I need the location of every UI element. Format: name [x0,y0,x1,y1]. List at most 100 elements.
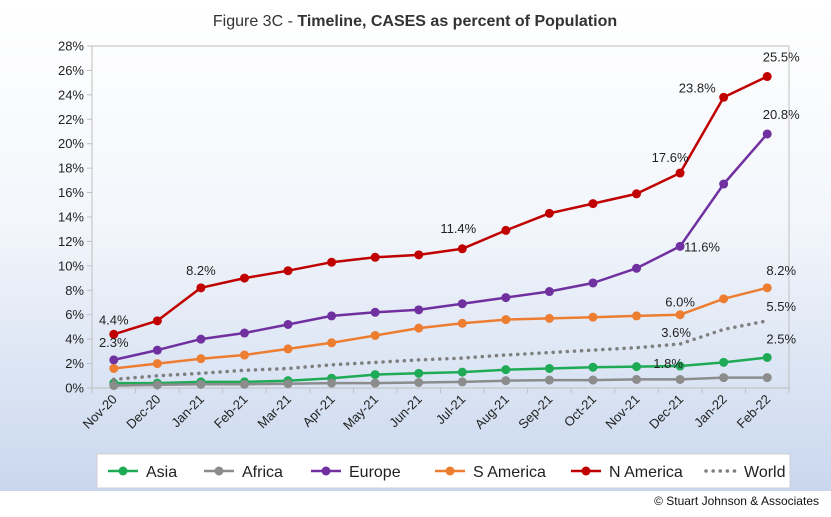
x-tick-label: Mar-21 [254,392,294,432]
data-point-asia [457,367,467,377]
line-chart: Figure 3C - Timeline, CASES as percent o… [58,13,800,489]
data-point-europe [632,263,642,273]
data-point-s-america [501,315,511,325]
data-point-n-america [501,225,511,235]
data-point-africa [675,374,685,384]
data-point-s-america [675,310,685,320]
data-point-europe [501,293,511,303]
data-point-s-america [588,312,598,322]
series-line-world [112,319,769,382]
data-point-asia [719,357,729,367]
x-tick-label: Nov-21 [602,392,642,432]
data-point-africa [632,374,642,384]
data-point-s-america [370,330,380,340]
data-point-s-america [632,311,642,321]
data-point-s-america [109,363,119,373]
data-point-europe [327,311,337,321]
x-tick-label: Apr-21 [300,392,338,430]
data-label: 3.6% [661,325,691,340]
legend-label-world: World [744,464,786,481]
y-tick-label: 28% [58,39,84,54]
data-point-n-america [457,244,467,254]
data-point-europe [196,334,206,344]
data-point-n-america [370,252,380,262]
data-point-s-america [719,294,729,304]
chart-title: Figure 3C - Timeline, CASES as percent o… [213,13,617,30]
data-point-africa [762,373,772,383]
y-tick-label: 6% [65,307,84,322]
data-point-n-america [283,266,293,276]
data-label: 2.5% [766,331,796,346]
data-point-europe [370,307,380,317]
legend-label-africa: Africa [242,464,283,481]
data-point-s-america [152,359,162,369]
data-point-asia [370,370,380,380]
chart-card: Figure 3C - Timeline, CASES as percent o… [0,0,831,491]
data-point-africa [544,375,554,385]
data-point-africa [457,377,467,387]
data-point-n-america [152,316,162,326]
y-tick-label: 0% [65,381,84,396]
data-point-africa [283,379,293,389]
x-tick-label: Nov-20 [80,392,120,432]
data-point-s-america [544,313,554,323]
data-point-europe [762,129,772,139]
data-point-africa [414,378,424,388]
data-point-s-america [327,338,337,348]
data-point-s-america [414,323,424,333]
legend-marker-europe [321,466,331,476]
data-point-n-america [588,199,598,209]
data-point-s-america [239,350,249,360]
copyright-footer: © Stuart Johnson & Associates [654,494,819,508]
data-point-europe [414,305,424,315]
data-point-n-america [719,92,729,102]
x-tick-label: Dec-20 [123,392,163,432]
x-tick-label: May-21 [340,392,381,433]
data-point-asia [632,362,642,372]
data-point-europe [544,287,554,297]
data-point-asia [501,365,511,375]
data-point-africa [719,373,729,383]
data-point-n-america [196,283,206,293]
x-tick-label: Oct-21 [561,392,599,430]
x-tick-label: Aug-21 [472,392,512,432]
data-point-africa [588,375,598,385]
data-label: 25.5% [763,50,800,65]
data-point-n-america [239,273,249,283]
data-label: 20.8% [763,107,800,122]
series-line-n-america [113,75,768,336]
series-line-africa [113,376,768,387]
data-point-n-america [327,257,337,267]
data-point-asia [544,363,554,373]
legend-marker-asia [118,466,128,476]
data-point-n-america [632,189,642,199]
data-label: 8.2% [766,263,796,278]
data-label: 8.2% [186,263,216,278]
legend-label-asia: Asia [146,464,177,481]
data-point-asia [762,352,772,362]
series-line-asia [113,356,768,385]
data-point-n-america [675,168,685,178]
legend-label-europe: Europe [349,464,401,481]
x-tick-label: Sep-21 [515,392,555,432]
y-tick-label: 20% [58,136,84,151]
y-tick-label: 16% [58,185,84,200]
data-point-europe [588,278,598,288]
y-tick-label: 24% [58,87,84,102]
legend-label-n-america: N America [609,464,683,481]
x-tick-label: Feb-21 [211,392,251,432]
legend-marker-s-america [445,466,455,476]
data-point-africa [501,376,511,386]
data-point-africa [327,378,337,388]
series-line-europe [113,133,769,362]
y-tick-label: 22% [58,112,84,127]
y-tick-label: 14% [58,210,84,225]
data-label: 17.6% [652,150,689,165]
data-point-n-america [109,329,119,339]
y-tick-label: 10% [58,258,84,273]
x-tick-label: Jun-21 [386,392,425,431]
data-point-africa [109,381,119,391]
data-label: 4.4% [99,312,129,327]
data-point-n-america [414,250,424,260]
data-point-s-america [283,344,293,354]
